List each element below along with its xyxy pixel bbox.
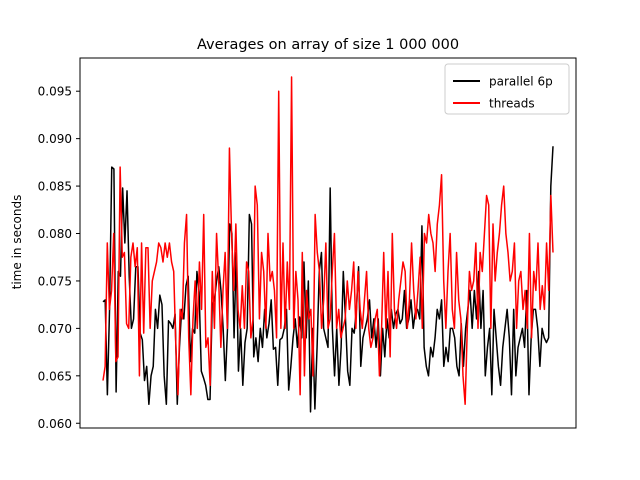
- legend: parallel 6p threads: [444, 63, 570, 115]
- y-tick-label: 0.060: [38, 417, 72, 431]
- axes-frame: [79, 57, 577, 429]
- y-axis-label: time in seconds: [10, 195, 24, 290]
- y-tick-label: 0.070: [38, 322, 72, 336]
- series-line-threads: [102, 76, 554, 406]
- legend-entry-label: parallel 6p: [489, 75, 553, 89]
- y-tick-label: 0.085: [38, 180, 72, 194]
- series-line-parallel-6p: [102, 146, 554, 413]
- y-tick-label: 0.065: [38, 369, 72, 383]
- legend-box: [444, 63, 570, 115]
- y-axis-ticks: 0.060 0.065 0.070 0.075 0.080 0.085 0.090 0.095: [38, 85, 80, 431]
- y-tick-label: 0.095: [38, 85, 72, 99]
- legend-entry-label: threads: [489, 97, 535, 111]
- chart-title: Averages on array of size 1 000 000: [197, 37, 459, 53]
- y-tick-label: 0.090: [38, 132, 72, 146]
- y-tick-label: 0.080: [38, 227, 72, 241]
- y-tick-label: 0.075: [38, 274, 72, 288]
- plot-area: [102, 76, 554, 413]
